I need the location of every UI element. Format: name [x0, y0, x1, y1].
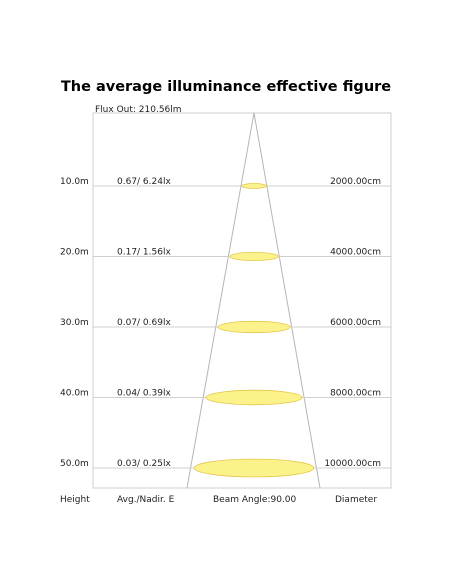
footer-height: Height: [60, 495, 90, 505]
light-spot: [217, 320, 291, 334]
footer-diameter: Diameter: [335, 495, 377, 505]
illuminance-label: 0.07/ 0.69lx: [117, 318, 171, 328]
height-label: 30.0m: [60, 318, 89, 328]
frame: [92, 112, 392, 489]
illuminance-label: 0.04/ 0.39lx: [117, 389, 171, 399]
diameter-label: 8000.00cm: [330, 389, 381, 399]
height-label: 50.0m: [60, 459, 89, 469]
height-label: 40.0m: [60, 389, 89, 399]
diameter-label: 2000.00cm: [330, 177, 381, 187]
illuminance-label: 0.67/ 6.24lx: [117, 177, 171, 187]
diameter-label: 6000.00cm: [330, 318, 381, 328]
diameter-label: 10000.00cm: [324, 459, 381, 469]
light-spot: [241, 183, 267, 189]
diameter-label: 4000.00cm: [330, 248, 381, 258]
cone-edge: [253, 112, 321, 489]
footer-beam: Beam Angle:90.00: [213, 495, 297, 505]
illuminance-label: 0.17/ 1.56lx: [117, 248, 171, 258]
flux-label: Flux Out: 210.56lm: [95, 105, 182, 115]
light-spot: [205, 389, 303, 406]
light-spot: [193, 458, 315, 478]
cone-edge: [186, 112, 255, 489]
height-label: 20.0m: [60, 248, 89, 258]
light-spot: [229, 251, 279, 261]
illuminance-label: 0.03/ 0.25lx: [117, 459, 171, 469]
title: The average illuminance effective figure: [61, 79, 391, 95]
footer-illuminance: Avg./Nadir. E: [117, 495, 175, 505]
height-label: 10.0m: [60, 177, 89, 187]
